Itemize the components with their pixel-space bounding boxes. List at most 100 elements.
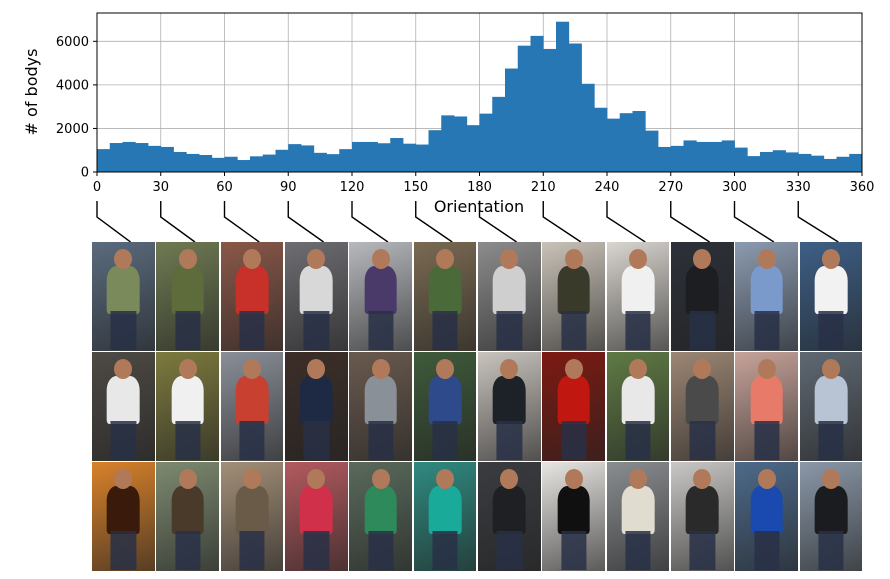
- person-silhouette: [686, 375, 719, 424]
- person-silhouette: [235, 485, 269, 534]
- person-head: [436, 468, 455, 489]
- person-legs: [175, 421, 201, 461]
- histogram-bar: [721, 140, 735, 172]
- orientation-connector: [96, 201, 132, 243]
- example-thumbnail: [349, 242, 413, 351]
- example-thumbnail: [478, 352, 541, 461]
- person-legs: [496, 311, 522, 351]
- person-head: [114, 248, 133, 269]
- histogram-bars: [97, 21, 863, 173]
- histogram-bar: [517, 45, 531, 172]
- person-silhouette: [300, 265, 333, 314]
- example-thumbnail: [156, 462, 220, 571]
- histogram-bar: [683, 140, 697, 172]
- x-tick-label: 210: [531, 180, 556, 195]
- example-thumbnail: [735, 242, 799, 351]
- histogram-bar: [454, 116, 468, 172]
- example-thumbnail: [349, 462, 413, 571]
- person-head: [822, 248, 841, 269]
- histogram-bar: [224, 156, 238, 172]
- person-legs: [368, 421, 394, 461]
- histogram-bar: [339, 149, 353, 172]
- example-thumbnail: [220, 462, 284, 571]
- person-legs: [561, 531, 587, 571]
- example-thumbnail: [606, 352, 670, 461]
- person-legs: [432, 531, 458, 571]
- histogram-bar: [173, 151, 187, 172]
- person-head: [178, 248, 197, 269]
- example-thumbnail: [220, 242, 284, 351]
- orientation-connector: [160, 201, 196, 243]
- histogram-bar: [415, 144, 429, 172]
- person-head: [436, 358, 455, 379]
- example-thumbnail: [413, 352, 477, 461]
- person-legs: [432, 311, 458, 351]
- x-tick-label: 300: [722, 180, 747, 195]
- example-thumbnail: [735, 352, 799, 461]
- person-silhouette: [364, 375, 398, 424]
- person-silhouette: [107, 265, 140, 314]
- person-silhouette: [107, 485, 140, 534]
- person-silhouette: [364, 265, 398, 314]
- person-silhouette: [364, 485, 398, 534]
- histogram-bar: [390, 138, 404, 172]
- histogram-bar: [313, 152, 327, 172]
- person-silhouette: [428, 265, 462, 314]
- person-legs: [689, 311, 715, 351]
- person-silhouette: [493, 375, 526, 424]
- person-head: [822, 358, 841, 379]
- example-thumbnail: [542, 242, 606, 351]
- histogram-bar: [364, 141, 378, 172]
- person-legs: [818, 421, 844, 461]
- orientation-connector: [670, 201, 710, 243]
- person-silhouette: [686, 485, 719, 534]
- person-head: [693, 468, 712, 489]
- example-thumbnail: [606, 242, 670, 351]
- example-thumbnail: [413, 242, 477, 351]
- y-tick-label: 2000: [56, 122, 89, 137]
- person-legs: [496, 421, 522, 461]
- orientation-connector: [542, 201, 582, 243]
- histogram-bar: [428, 130, 442, 172]
- example-thumbnail-grid: [92, 242, 864, 572]
- histogram-bar: [734, 147, 748, 172]
- person-legs: [689, 531, 715, 571]
- person-head: [178, 358, 197, 379]
- y-tick-label: 4000: [56, 78, 89, 93]
- histogram-bar: [696, 141, 710, 172]
- person-silhouette: [493, 265, 526, 314]
- person-legs: [368, 311, 394, 351]
- person-head: [114, 468, 133, 489]
- example-thumbnail: [92, 352, 155, 461]
- person-head: [500, 468, 519, 489]
- histogram-bar: [160, 146, 174, 172]
- example-thumbnail: [285, 352, 348, 461]
- person-head: [436, 248, 455, 269]
- orientation-connector: [351, 201, 389, 243]
- example-thumbnail: [413, 462, 477, 571]
- y-axis-label: # of bodys: [22, 49, 41, 136]
- person-head: [243, 468, 262, 489]
- histogram-bar: [747, 156, 761, 172]
- histogram-bar: [479, 113, 493, 172]
- person-legs: [625, 531, 651, 571]
- histogram-bar: [760, 151, 774, 172]
- histogram-bar: [250, 156, 264, 172]
- x-tick-label: 240: [595, 180, 620, 195]
- person-head: [693, 358, 712, 379]
- x-tick-label: 150: [403, 180, 428, 195]
- x-tick-label: 120: [340, 180, 365, 195]
- histogram-bar: [530, 35, 544, 173]
- histogram-bar: [122, 141, 136, 172]
- person-silhouette: [750, 375, 784, 424]
- person-silhouette: [557, 265, 591, 314]
- orientation-connector: [223, 201, 260, 243]
- person-silhouette: [621, 265, 655, 314]
- histogram-bar: [262, 154, 276, 172]
- orientation-connector: [606, 201, 646, 243]
- person-head: [307, 468, 326, 489]
- orientation-connectors: [96, 201, 839, 243]
- person-head: [564, 468, 583, 489]
- histogram-bar: [211, 157, 225, 172]
